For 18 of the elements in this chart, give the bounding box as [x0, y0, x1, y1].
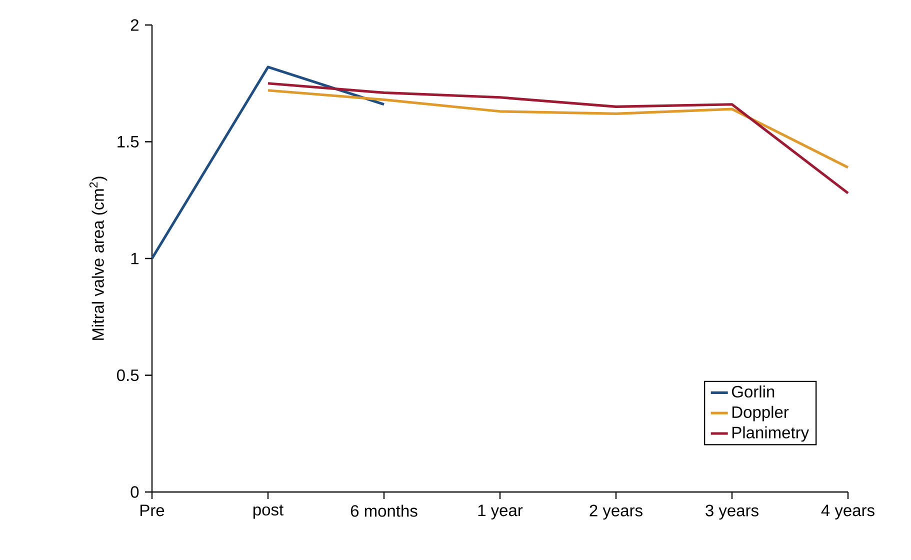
- x-tick-label: 1 year: [478, 504, 523, 520]
- x-tick-label: 4 years: [821, 504, 874, 520]
- x-tick-label: 2 years: [590, 504, 642, 520]
- y-tick-label: 0.5: [117, 369, 139, 382]
- y-tick-label: 1.5: [118, 136, 139, 148]
- x-tick-label: 6 months: [350, 504, 418, 517]
- legend-label: Doppler: [732, 406, 789, 422]
- y-tick-label: 2: [130, 19, 138, 31]
- line-series: [266, 89, 850, 169]
- x-tick-label: post: [253, 504, 284, 519]
- y-tick-label: 0: [130, 486, 139, 498]
- legend-label: Planimetry: [732, 426, 810, 442]
- x-tick-label: Pre: [140, 504, 164, 516]
- line-series: [266, 82, 850, 194]
- y-tick-label: 1: [131, 252, 138, 264]
- legend-label: Gorlin: [732, 385, 774, 398]
- y-axis-title: Mitral valve area (cm$^{2}$): [89, 176, 108, 340]
- x-tick-label: 3 years: [706, 504, 758, 520]
